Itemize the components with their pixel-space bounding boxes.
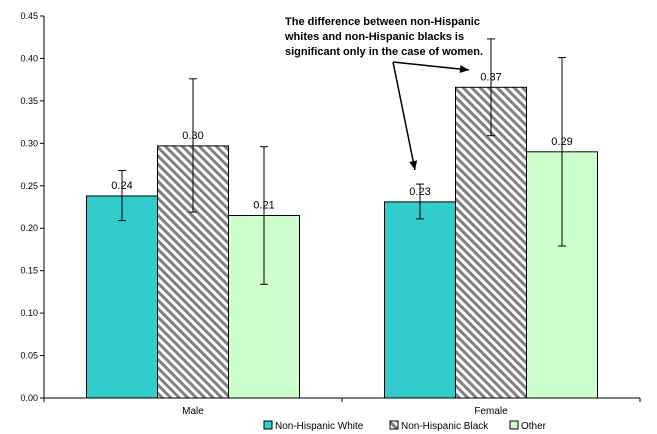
- annotation-arrow-black: [392, 61, 470, 71]
- y-tick-label: 0.15: [20, 266, 38, 276]
- x-category-label: Female: [474, 406, 508, 417]
- legend-label: Other: [521, 421, 547, 432]
- y-tick-label: 0.25: [20, 181, 38, 191]
- legend-label: Non-Hispanic Black: [401, 421, 489, 432]
- y-tick-label: 0.40: [20, 53, 38, 63]
- annotation-arrow-black-head: [459, 65, 469, 74]
- bar: [86, 195, 158, 399]
- legend-swatch: [263, 420, 273, 430]
- legend-label: Non-Hispanic White: [275, 421, 364, 432]
- annotation-arrow-white-head: [409, 160, 418, 170]
- y-tick-label: 0.35: [20, 96, 38, 106]
- bars: [86, 38, 598, 399]
- y-tick-label: 0.20: [20, 223, 38, 233]
- data-label: 0.24: [111, 180, 132, 192]
- bar: [455, 86, 527, 399]
- y-tick-label: 0.00: [20, 393, 38, 403]
- legend-swatch: [389, 420, 399, 430]
- data-label: 0.37: [480, 71, 501, 83]
- annotation-line-1: The difference between non-Hispanic: [285, 16, 480, 28]
- bar: [384, 201, 456, 399]
- data-label: 0.30: [182, 130, 203, 142]
- data-label: 0.21: [253, 199, 274, 211]
- data-label: 0.23: [409, 186, 430, 198]
- y-tick-label: 0.10: [20, 308, 38, 318]
- legend-swatch: [509, 420, 519, 430]
- annotation: The difference between non-Hispanic whit…: [284, 16, 483, 171]
- legend: Non-Hispanic White Non-Hispanic Black Othe…: [263, 420, 547, 432]
- x-category-label: Male: [182, 406, 204, 417]
- y-tick-label: 0.30: [20, 138, 38, 148]
- y-tick-label: 0.45: [20, 11, 38, 21]
- y-tick-label: 0.05: [20, 351, 38, 361]
- annotation-arrow-white: [392, 61, 416, 171]
- annotation-line-2: whites and non-Hispanic blacks is: [284, 31, 464, 43]
- data-label: 0.29: [551, 136, 572, 148]
- annotation-line-3: significant only in the case of women.: [285, 46, 483, 58]
- data-labels: 0.24 0.30 0.21 0.23 0.37 0.29: [111, 71, 572, 211]
